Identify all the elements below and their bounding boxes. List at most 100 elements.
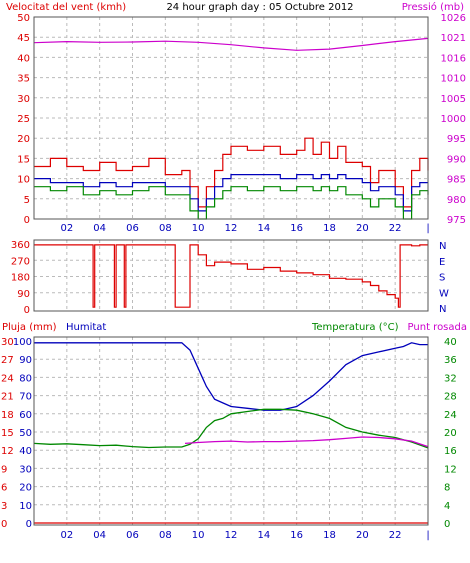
panel3-humidity-tick: 20: [19, 483, 32, 494]
panel1-left-tick: 40: [17, 53, 30, 64]
panel3-x-tick: 06: [126, 530, 139, 541]
panel3-rain-tick: 6: [1, 483, 7, 494]
panel3-humidity-label: Humitat: [66, 322, 106, 333]
panel2-direction-tick: W: [439, 288, 449, 299]
panel2-direction-tick: S: [439, 273, 445, 284]
panel1-right-tick: 985: [447, 175, 466, 186]
panel1-x-tick: 22: [389, 223, 402, 234]
panel3-temperature-tick: 32: [444, 373, 457, 384]
panel3-x-tick: 12: [225, 530, 238, 541]
panel3-temperature-label: Temperatura (°C): [311, 322, 399, 333]
panel1-x-tick: 02: [60, 223, 73, 234]
panel3-rain-tick: 18: [1, 410, 14, 421]
series-average: [34, 174, 428, 212]
panel3-rain-tick: 3: [1, 501, 7, 512]
panel2-left-tick: 270: [11, 256, 30, 267]
panel1-x-tick: 18: [323, 223, 336, 234]
panel1-x-tick: 20: [356, 223, 369, 234]
panel1-right-tick: 975: [447, 215, 466, 226]
panel3-axes: 0 0 0 3 10 4 6 20 8 9 30 12 12 40 16 15 50 20 18 60 24 21 70 28…: [1, 337, 457, 541]
panel3-humidity-tick: 10: [19, 501, 32, 512]
panel1-right-tick: 980: [447, 195, 466, 206]
panel3-humidity-tick: 50: [19, 428, 32, 439]
panel1-right-tick: 990: [447, 154, 466, 165]
panel1-x-tick: |: [426, 223, 429, 234]
panel3-rain-tick: 12: [1, 446, 14, 457]
panel3-rain-tick: 9: [1, 464, 7, 475]
panel1-x-tick: 12: [225, 223, 238, 234]
panel1-right-tick: 1016: [441, 53, 466, 64]
panel3-x-tick: 20: [356, 530, 369, 541]
panel1-right-tick: 995: [447, 134, 466, 145]
series-humidity: [34, 342, 428, 411]
panel3-rain-tick: 0: [1, 519, 7, 530]
panel3-grid: [34, 337, 428, 525]
panel1-left-tick: 25: [17, 114, 30, 125]
panel3-temperature-tick: 40: [444, 337, 457, 348]
panel2-frame: [33, 239, 429, 312]
panel-wind-pressure: Velocitat del vent (kmh) 24 hour graph d…: [6, 1, 466, 234]
series-pressure: [33, 37, 429, 51]
panel3-rain-tick: 30: [1, 337, 14, 348]
panel1-left-tick: 45: [17, 33, 30, 44]
panel3-humidity-tick: 30: [19, 464, 32, 475]
panel3-temperature-tick: 36: [444, 355, 457, 366]
panel1-x-tick: 10: [192, 223, 205, 234]
panel1-left-label: Velocitat del vent (kmh): [6, 2, 126, 13]
chart-title: 24 hour graph day : 05 Octubre 2012: [166, 2, 353, 13]
panel3-x-tick: 02: [60, 530, 73, 541]
panel3-temperature-tick: 16: [444, 446, 457, 457]
panel2-direction-tick: N: [439, 304, 446, 315]
panel3-temperature-tick: 24: [444, 410, 457, 421]
panel1-left-tick: 5: [24, 195, 30, 206]
panel1-series: [33, 37, 429, 220]
panel1-left-tick: 15: [17, 154, 30, 165]
panel2-left-tick: 0: [24, 305, 30, 316]
panel1-x-tick: 06: [126, 223, 139, 234]
panel2-left-tick: 360: [11, 240, 30, 251]
panel3-temperature-tick: 12: [444, 464, 457, 475]
panel3-series: [33, 342, 429, 524]
panel3-humidity-tick: 0: [26, 519, 32, 530]
panel2-direction-tick: E: [439, 257, 445, 268]
panel3-dewpoint-label: Punt rosada: [408, 322, 467, 333]
panel3-temperature-tick: 20: [444, 428, 457, 439]
panel1-left-tick: 10: [17, 175, 30, 186]
panel3-humidity-tick: 60: [19, 410, 32, 421]
panel1-right-label: Pressió (mb): [402, 1, 464, 13]
panel3-temperature-tick: 28: [444, 392, 457, 403]
panel1-right-tick: 1010: [441, 74, 466, 85]
panel3-temperature-tick: 8: [444, 483, 450, 494]
panel3-x-tick: |: [426, 530, 429, 541]
series-lull: [34, 186, 429, 220]
panel2-left-tick: 180: [11, 273, 30, 284]
panel1-x-tick: 08: [159, 223, 172, 234]
panel1-x-tick: 16: [290, 223, 303, 234]
panel3-x-tick: 10: [192, 530, 205, 541]
panel1-left-tick: 20: [17, 134, 30, 145]
panel1-axes: 0 5 10 15 20 25 30 35 40 45 50 975 980 985 990 995 1000 1…: [17, 13, 466, 234]
panel3-rain-label: Pluja (mm): [2, 322, 57, 333]
panel3-x-tick: 14: [257, 530, 270, 541]
series-direction: [34, 244, 428, 308]
panel2-left-tick: 90: [17, 289, 30, 300]
panel3-x-tick: 08: [159, 530, 172, 541]
panel3-rain-tick: 21: [1, 392, 14, 403]
panel1-right-tick: 1000: [441, 114, 466, 125]
panel3-x-tick: 16: [290, 530, 303, 541]
panel2-direction-tick: N: [439, 241, 446, 252]
panel1-right-tick: 1026: [441, 13, 466, 24]
panel-rain-humidity-temperature: Pluja (mm) Humitat Temperatura (°C) Punt…: [1, 322, 467, 541]
panel3-rain-tick: 15: [1, 428, 14, 439]
panel3-rain-tick: 27: [1, 355, 14, 366]
panel1-left-tick: 30: [17, 94, 30, 105]
panel1-right-tick: 1005: [441, 94, 466, 105]
panel2-series: [34, 244, 428, 308]
panel3-temperature-tick: 4: [444, 501, 450, 512]
panel1-left-tick: 0: [24, 215, 30, 226]
panel3-x-tick: 04: [93, 530, 106, 541]
panel3-humidity-tick: 80: [19, 373, 32, 384]
